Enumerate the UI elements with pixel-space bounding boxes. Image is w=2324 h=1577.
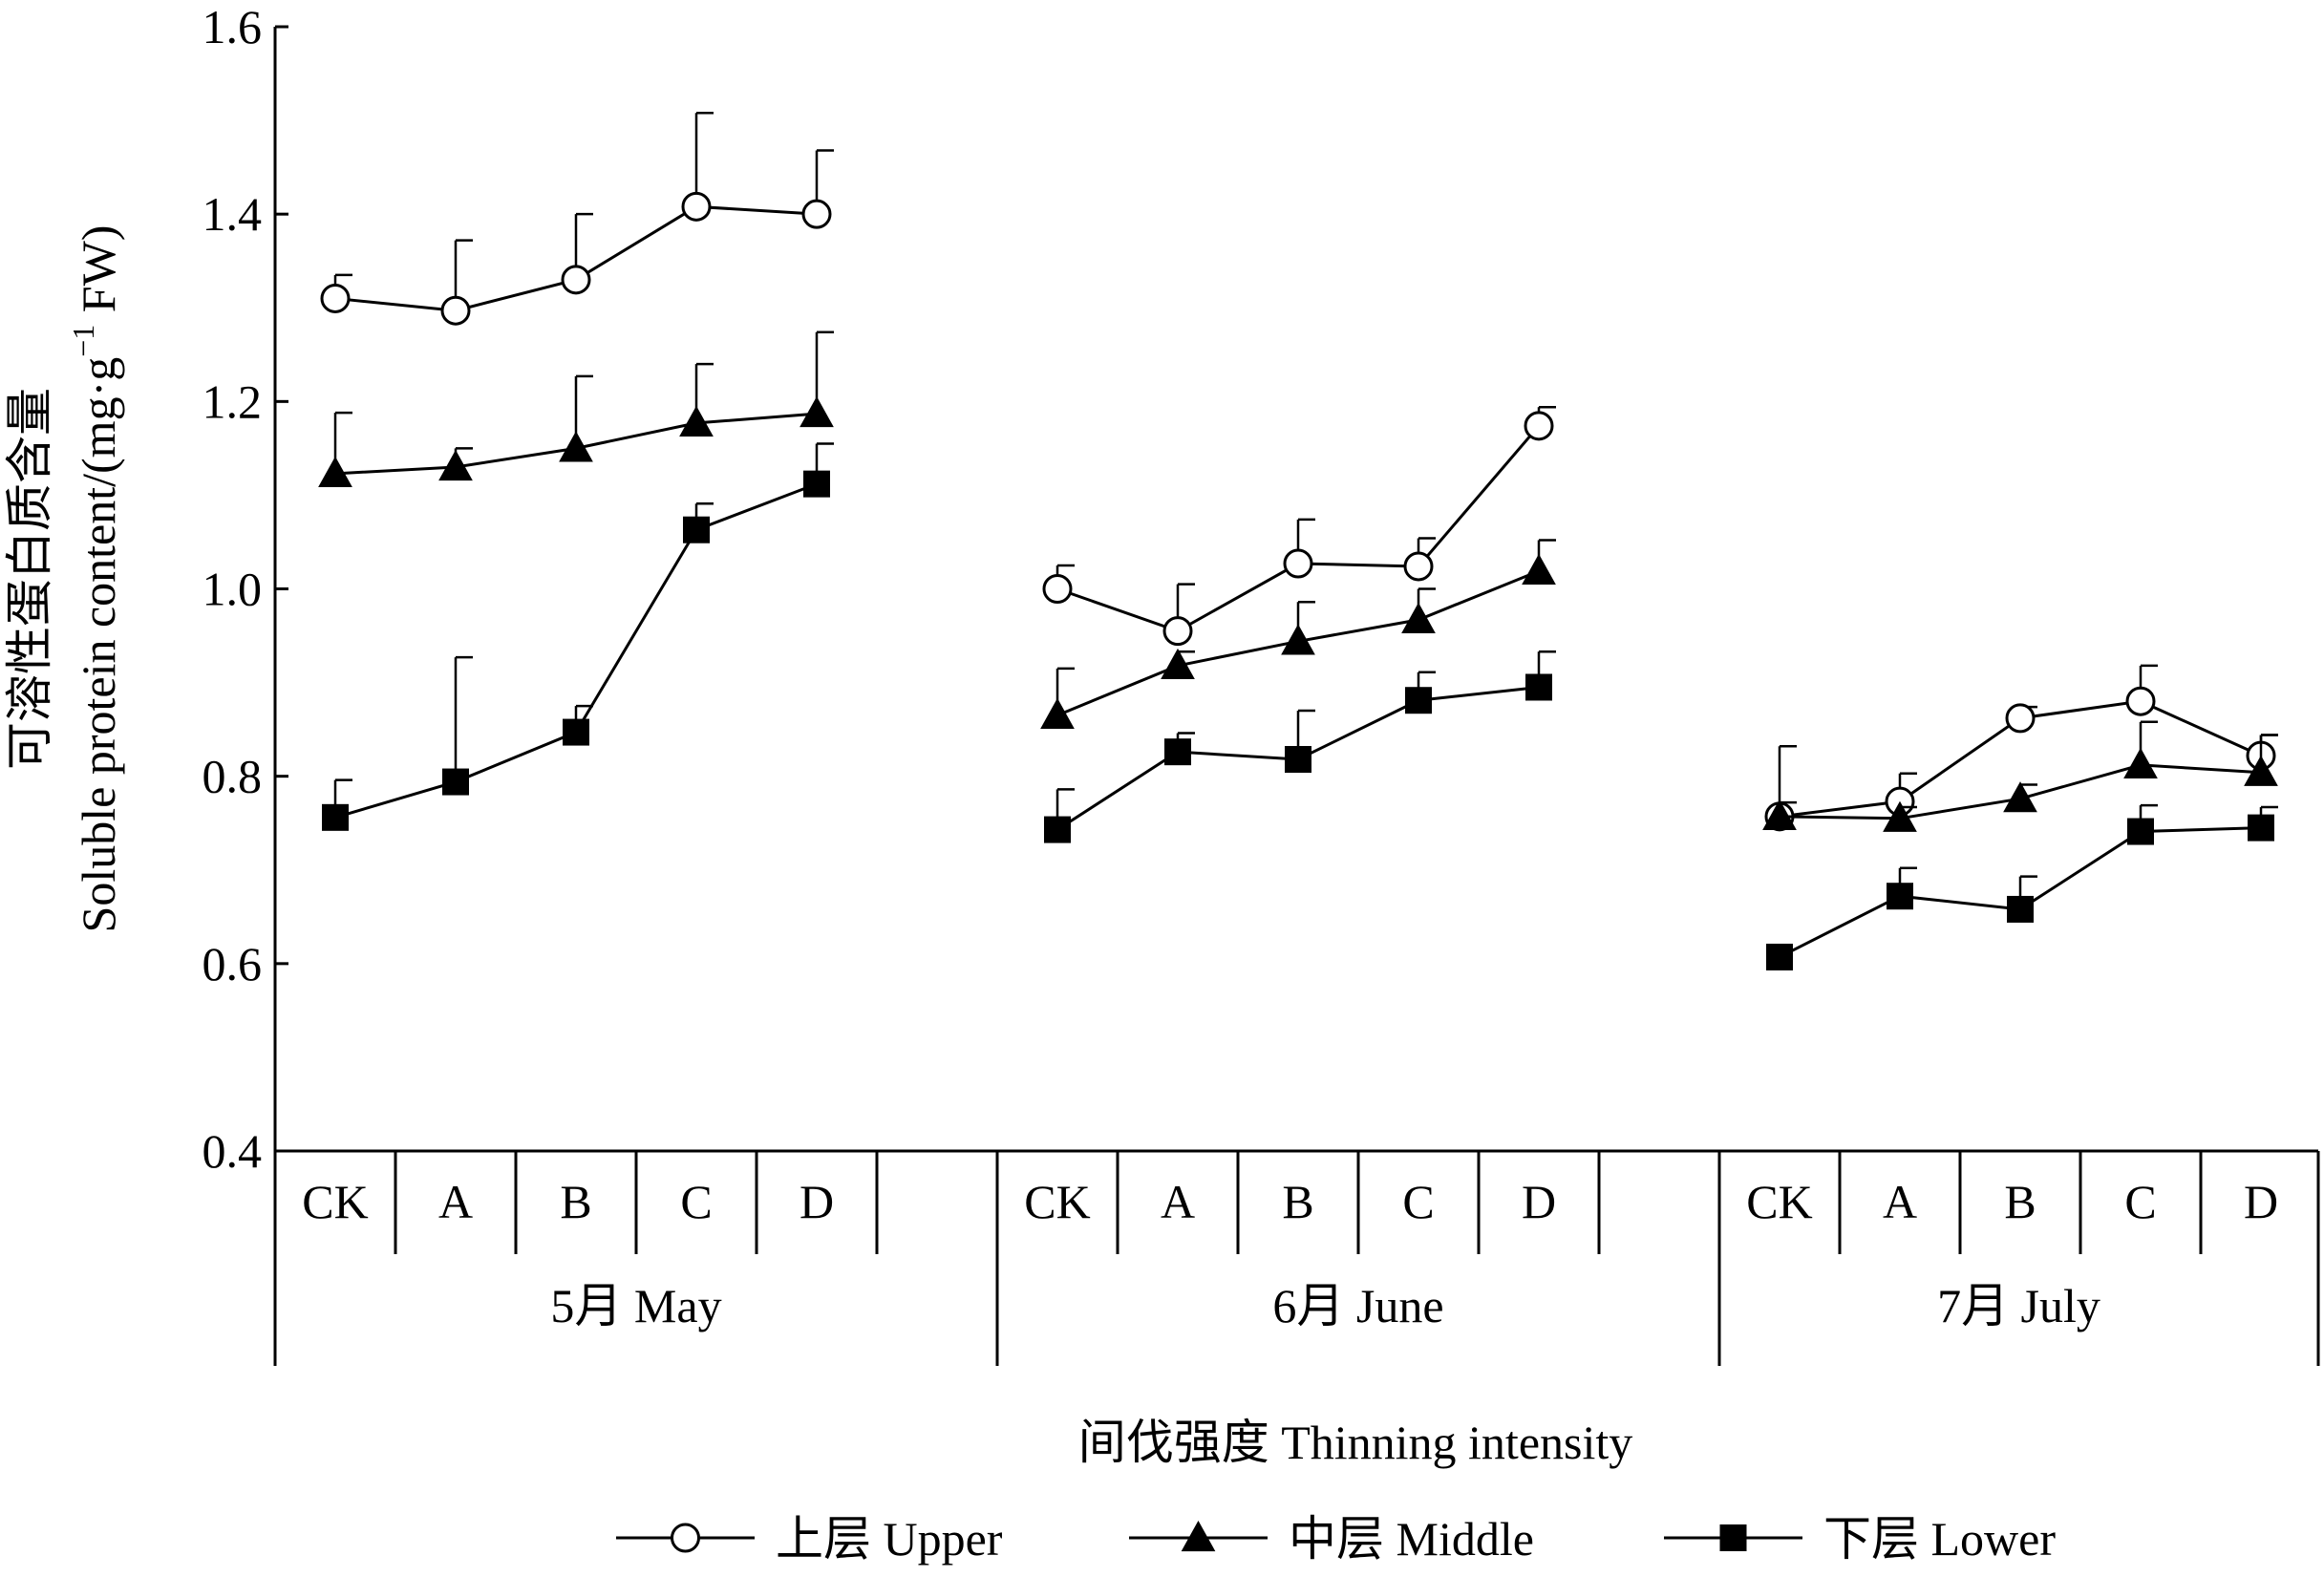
data-point <box>1283 548 1313 579</box>
x-group-label: 7月 July <box>1937 1279 2100 1332</box>
x-category-label: A <box>1883 1175 1917 1228</box>
y-axis-title-cn: 可溶性蛋白质含量 <box>3 388 56 770</box>
data-point <box>1405 687 1432 714</box>
data-point <box>2248 814 2274 842</box>
x-category-label: A <box>1161 1175 1195 1228</box>
data-point <box>683 516 710 543</box>
legend-item: 下层 Lower <box>1664 1512 2056 1566</box>
y-tick-label: 0.6 <box>203 937 263 991</box>
legend-marker <box>671 1523 700 1553</box>
x-category-label: C <box>1402 1175 1434 1228</box>
x-category-label: B <box>2004 1175 2036 1228</box>
x-category-label: D <box>800 1175 834 1228</box>
legend-item: 中层 Middle <box>1129 1512 1534 1566</box>
data-point <box>1883 800 1917 832</box>
series-layer <box>318 111 2278 970</box>
y-tick-label: 1.2 <box>203 374 263 428</box>
x-category-label: CK <box>1024 1175 1090 1228</box>
y-tick-label: 1.6 <box>203 0 263 53</box>
x-category-label: A <box>438 1175 473 1228</box>
y-tick-label: 1.4 <box>203 187 263 241</box>
data-point <box>442 768 469 796</box>
data-point <box>2005 703 2036 734</box>
data-point <box>2244 755 2278 786</box>
x-category-label: CK <box>1746 1175 1812 1228</box>
data-point <box>1766 943 1793 970</box>
y-tick-label: 1.0 <box>203 563 263 616</box>
axes: 0.4 0.6 0.8 1.0 1.2 1.4 1.6 CK A B C D 5月 May CK A B C D 6… <box>203 0 2320 1366</box>
data-point <box>1040 697 1075 730</box>
data-point <box>1403 551 1434 582</box>
data-point <box>800 396 834 428</box>
legend-item: 上层 Upper <box>616 1512 1003 1566</box>
data-point <box>1162 616 1193 647</box>
data-point <box>563 718 589 746</box>
x-category-label: D <box>1522 1175 1556 1228</box>
x-category-label: D <box>2244 1175 2278 1228</box>
data-point <box>322 803 349 831</box>
data-point <box>1525 673 1552 701</box>
data-point <box>2003 781 2037 813</box>
data-point <box>1522 553 1556 585</box>
series-line <box>334 482 818 820</box>
y-axis-title: 可溶性蛋白质含量 Soluble protein content/(mg·g−1… <box>3 225 125 933</box>
data-point <box>561 265 591 295</box>
data-point <box>1161 648 1195 680</box>
series-0 <box>320 111 2278 832</box>
data-point <box>559 431 593 462</box>
data-point <box>2127 818 2154 845</box>
legend-label: 上层 Upper <box>776 1512 1003 1566</box>
legend: 上层 Upper 中层 Middle 下层 Lower <box>616 1512 2056 1566</box>
y-axis-title-en: Soluble protein content/(mg·g−1 FW) <box>66 225 125 933</box>
data-point <box>1285 746 1311 774</box>
data-point <box>2123 747 2158 778</box>
legend-marker <box>1181 1520 1216 1552</box>
y-tick-label: 0.4 <box>203 1124 263 1178</box>
x-category-label: C <box>2124 1175 2156 1228</box>
x-axis-title: 间伐强度 Thinning intensity <box>1078 1416 1633 1469</box>
data-point <box>1887 883 1913 910</box>
data-point <box>320 283 351 313</box>
series-1 <box>318 330 2278 832</box>
data-point <box>803 470 830 498</box>
data-point <box>1044 816 1071 843</box>
data-point <box>2007 895 2034 923</box>
data-point <box>440 295 471 326</box>
data-point <box>801 199 832 229</box>
x-category-label: B <box>560 1175 591 1228</box>
data-point <box>1762 799 1797 830</box>
series-2 <box>322 442 2278 970</box>
data-point <box>1524 411 1554 441</box>
legend-label: 下层 Lower <box>1823 1512 2056 1566</box>
data-point <box>1281 624 1315 655</box>
y-tick-label: 0.8 <box>203 750 263 803</box>
x-category-label: B <box>1282 1175 1313 1228</box>
x-category-label: C <box>680 1175 712 1228</box>
y-axis-title-en-sup: −1 <box>66 325 100 357</box>
data-point <box>679 405 714 437</box>
data-point <box>1164 738 1191 766</box>
x-category-label: CK <box>302 1175 368 1228</box>
x-group-label: 6月 June <box>1272 1279 1443 1332</box>
data-point <box>681 191 712 222</box>
data-point <box>318 456 352 487</box>
data-point <box>438 449 473 481</box>
legend-label: 中层 Middle <box>1289 1512 1534 1566</box>
data-point <box>2125 686 2156 716</box>
x-group-label: 5月 May <box>550 1279 721 1332</box>
y-axis-title-en-main: Soluble protein content/(mg·g <box>72 357 125 933</box>
y-axis-title-en-tail: FW) <box>72 225 125 325</box>
data-point <box>1401 602 1436 633</box>
legend-marker <box>1719 1524 1747 1551</box>
data-point <box>1042 574 1073 604</box>
